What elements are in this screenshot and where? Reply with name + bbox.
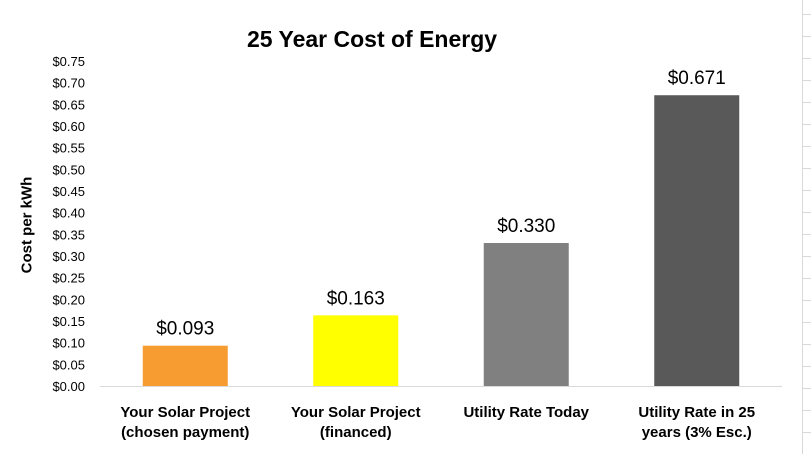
window-edge-rule (803, 168, 811, 169)
category-label: Utility Rate in 25 years (3% Esc.) (638, 404, 755, 441)
window-edge-rule (803, 80, 811, 81)
y-tick-label: $0.60 (52, 119, 85, 134)
y-tick-label: $0.70 (52, 76, 85, 91)
category-label: Utility Rate Today (463, 404, 589, 421)
category-label: Your Solar Project (financed) (291, 404, 421, 441)
window-edge-rule (803, 36, 811, 37)
y-tick-label: $0.45 (52, 184, 85, 199)
window-edge-rule (803, 234, 811, 235)
window-edge-rule (803, 322, 811, 323)
bar (483, 243, 569, 386)
y-tick-label: $0.00 (52, 379, 85, 394)
data-label: $0.163 (327, 288, 385, 309)
y-tick-label: $0.40 (52, 206, 85, 221)
data-label: $0.671 (668, 68, 726, 89)
window-edge-rule (803, 388, 811, 389)
window-edge-rule (803, 58, 811, 59)
category-label-line: years (3% Esc.) (642, 424, 752, 441)
y-tick-label: $0.20 (52, 292, 85, 307)
window-edge-rule (803, 190, 811, 191)
y-tick-label: $0.75 (52, 54, 85, 69)
y-tick-label: $0.15 (52, 314, 85, 329)
window-edge-rule (803, 410, 811, 411)
window-edge-rule (803, 344, 811, 345)
y-tick-label: $0.50 (52, 162, 85, 177)
y-tick-label: $0.05 (52, 357, 85, 372)
y-tick-label: $0.10 (52, 336, 85, 351)
category-label: Your Solar Project (chosen payment) (120, 404, 250, 441)
window-edge-rule (803, 278, 811, 279)
category-label-line: Utility Rate in 25 (638, 404, 755, 421)
window-edge-rule (803, 256, 811, 257)
window-edge-rule (803, 212, 811, 213)
data-label: $0.093 (156, 319, 214, 340)
category-label-line: Utility Rate Today (463, 404, 589, 421)
y-tick-label: $0.25 (52, 271, 85, 286)
category-label-line: Your Solar Project (291, 404, 421, 421)
window-edge-rule (803, 124, 811, 125)
chart-title: 25 Year Cost of Energy (246, 26, 498, 52)
window-edge-rule (803, 14, 811, 15)
window-edge-rule (803, 102, 811, 103)
bar (313, 315, 399, 386)
window-edge-rule (803, 146, 811, 147)
bar (142, 345, 228, 386)
y-tick-label: $0.30 (52, 249, 85, 264)
y-tick-label: $0.65 (52, 97, 85, 112)
window-edge-rule (803, 366, 811, 367)
category-label-line: (chosen payment) (121, 424, 249, 441)
category-label-line: (financed) (320, 424, 392, 441)
data-label: $0.330 (497, 216, 555, 237)
window-edge-rule (803, 432, 811, 433)
window-edge-rule (803, 300, 811, 301)
window-edge (802, 0, 811, 454)
bar (654, 95, 740, 386)
y-tick-label: $0.55 (52, 141, 85, 156)
category-label-line: Your Solar Project (120, 404, 250, 421)
y-tick-label: $0.35 (52, 227, 85, 242)
